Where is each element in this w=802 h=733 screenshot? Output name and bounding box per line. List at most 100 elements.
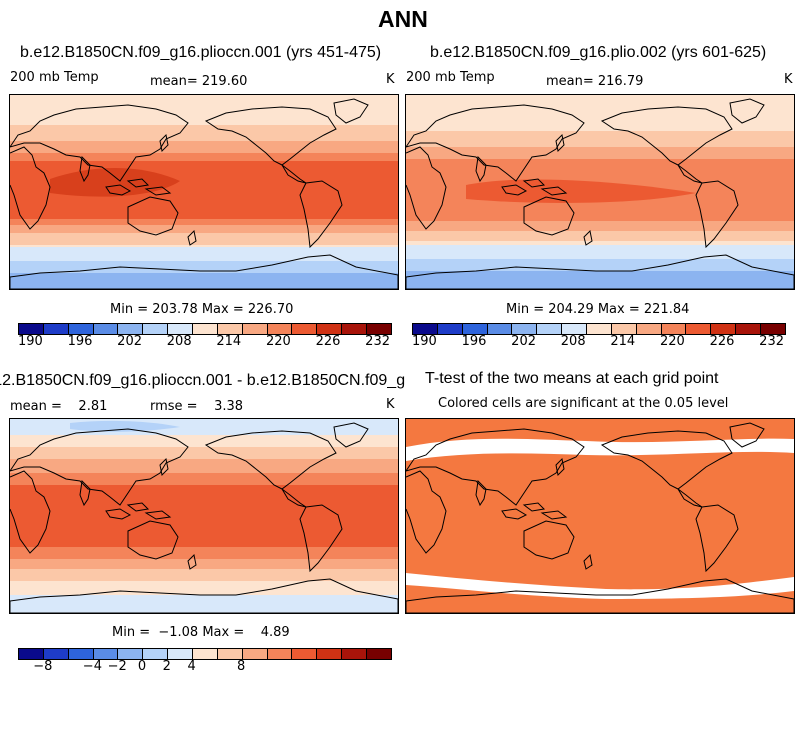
coastline: [105, 184, 132, 196]
colorbar-tick-label: 226: [709, 334, 735, 349]
coastline: [406, 104, 585, 182]
panel2-units-label: K: [784, 72, 793, 87]
colorbar-tick-label: 196: [461, 334, 487, 349]
colorbar-swatch: [267, 324, 293, 334]
colorbar-tick-label: 0: [137, 659, 147, 674]
coastline: [522, 502, 546, 512]
colorbar-swatch: [317, 649, 343, 659]
colorbar-swatch: [537, 324, 563, 334]
panel1-minmax-label: Min = 203.78 Max = 226.70: [110, 302, 294, 317]
panel3-title: b.e12.B1850CN.f09_g16.plioccn.001 - b.e1…: [0, 372, 405, 389]
contour-band: [406, 259, 794, 271]
colorbar-swatch: [367, 324, 391, 334]
colorbar-swatch: [168, 649, 194, 659]
colorbar-swatch: [317, 324, 343, 334]
colorbar-swatch: [736, 324, 762, 334]
coastline: [406, 146, 447, 230]
contour-band: [10, 261, 398, 273]
colorbar-tick-label: −4: [82, 659, 102, 674]
colorbar-tick-label: −2: [107, 659, 127, 674]
colorbar-swatch: [267, 649, 293, 659]
panel2-colorbar: [412, 323, 786, 335]
panel1-colorbar: [18, 323, 392, 335]
colorbar-swatch: [143, 649, 169, 659]
coastline: [10, 578, 398, 613]
coastline: [159, 133, 169, 153]
coastline: [583, 553, 593, 570]
coastline: [600, 106, 733, 166]
colorbar-tick-label: 4: [187, 659, 196, 674]
coastline: [600, 430, 733, 490]
panel4-map: [405, 418, 795, 614]
colorbar-swatch: [292, 324, 318, 334]
colorbar-swatch: [193, 649, 218, 659]
coastline: [501, 184, 528, 196]
panel1-variable-label: 200 mb Temp: [10, 70, 99, 85]
coastline: [555, 457, 565, 477]
map-canvas: [10, 419, 398, 613]
colorbar-swatch: [437, 324, 463, 334]
panel3-units-label: K: [386, 397, 395, 412]
coastline: [299, 180, 343, 249]
colorbar-swatch: [292, 649, 318, 659]
panel3-colorbar-ticks: −8 −4 −2 0 2 4 8: [18, 659, 390, 675]
coastline: [159, 457, 169, 477]
panel2-colorbar-ticks: 190 196 202 208 214 220 226 232: [412, 334, 784, 350]
coastline: [729, 98, 765, 124]
colorbar-tick-label: 232: [365, 334, 391, 349]
colorbar-swatch: [342, 649, 368, 659]
coastline: [204, 106, 337, 166]
colorbar-swatch: [143, 324, 169, 334]
panel2-mean-label: mean= 216.79: [546, 74, 644, 89]
colorbar-swatch: [19, 649, 44, 659]
contour-region: [406, 438, 794, 461]
coastline: [127, 520, 179, 560]
colorbar-swatch: [43, 649, 69, 659]
colorbar-swatch: [413, 324, 438, 334]
panel2-variable-label: 200 mb Temp: [406, 70, 495, 85]
coastline: [583, 229, 593, 246]
colorbar-swatch: [93, 324, 119, 334]
coastline: [187, 229, 197, 246]
colorbar-tick-label: 190: [17, 334, 43, 349]
coastline: [333, 422, 369, 448]
colorbar-tick-label: 214: [610, 334, 636, 349]
contour-band: [406, 245, 794, 259]
coastline: [406, 470, 447, 554]
coastline: [555, 133, 565, 153]
colorbar-tick-label: 226: [315, 334, 341, 349]
colorbar-swatch: [68, 324, 94, 334]
colorbar-swatch: [462, 324, 488, 334]
colorbar-swatch: [217, 324, 243, 334]
coastline: [406, 578, 794, 613]
coastline: [406, 428, 585, 506]
coastline: [406, 254, 794, 289]
colorbar-swatch: [342, 324, 368, 334]
colorbar-swatch: [93, 649, 119, 659]
colorbar-swatch: [686, 324, 712, 334]
contour-band: [10, 595, 398, 613]
contour-band: [10, 485, 398, 547]
colorbar-swatch: [242, 649, 268, 659]
panel3-mean-label: mean = 2.81: [10, 399, 108, 414]
colorbar-tick-label: 202: [511, 334, 537, 349]
coastline: [10, 146, 51, 230]
coastline: [204, 430, 337, 490]
coastline: [475, 155, 487, 183]
panel1-map: [9, 94, 399, 290]
colorbar-tick-label: 196: [67, 334, 93, 349]
colorbar-tick-label: 8: [237, 659, 246, 674]
colorbar-tick-label: 220: [659, 334, 685, 349]
panel2-title: b.e12.B1850CN.f09_g16.plio.002 (yrs 601-…: [430, 44, 767, 61]
coastline: [695, 504, 739, 573]
colorbar-swatch: [761, 324, 785, 334]
colorbar-swatch: [636, 324, 662, 334]
coastline: [523, 196, 575, 236]
coastline: [695, 180, 739, 249]
coastline: [79, 155, 91, 183]
coastline: [10, 104, 189, 182]
coastline: [540, 186, 568, 196]
colorbar-tick-label: 208: [560, 334, 586, 349]
coastline: [144, 510, 172, 520]
map-canvas: [10, 95, 398, 289]
